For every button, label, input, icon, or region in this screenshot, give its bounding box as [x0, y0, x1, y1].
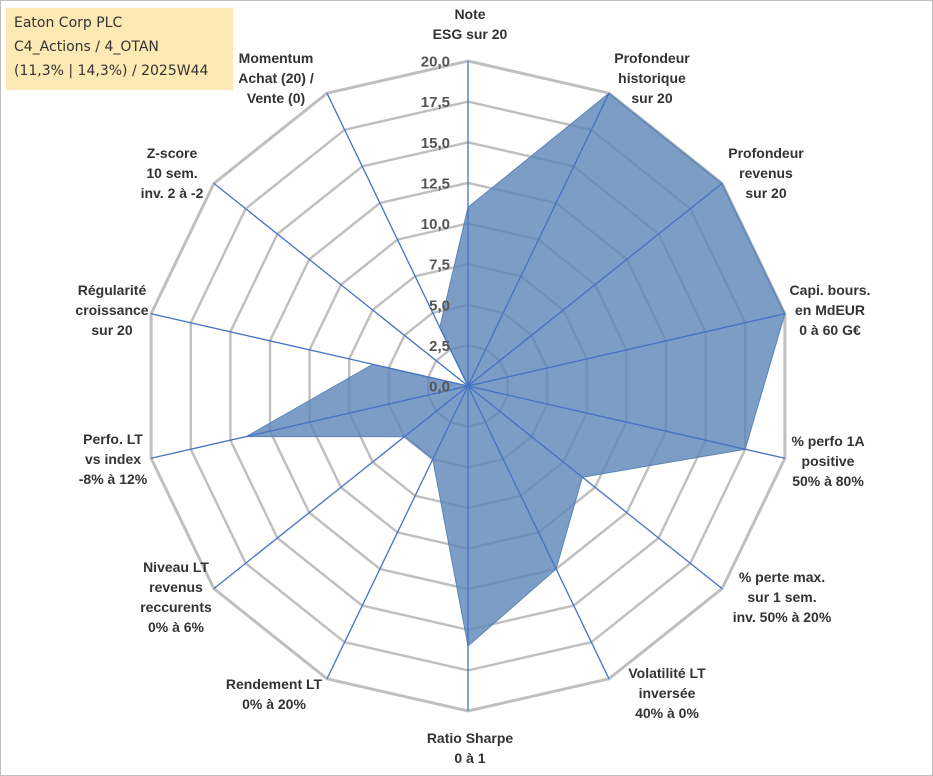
axis-label: Profondeur revenus sur 20: [728, 145, 804, 201]
info-stats: (11,3% | 14,3%) / 2025W44: [14, 63, 209, 79]
axis-spoke: [150, 313, 469, 387]
axis-label: Rendement LT 0% à 20%: [226, 676, 323, 712]
tick-label: 7,5: [429, 257, 450, 274]
tick-layer: 0,0 2,5 5,0 7,5 10,0 12,5 15,0 17,5 20,0: [421, 54, 450, 396]
axis-spoke: [213, 182, 469, 387]
label-layer: Note ESG sur 20 Profondeur historique sur 20…: [75, 6, 870, 766]
axis-spoke: [467, 385, 723, 590]
axis-label: % perfo 1A positive 50% à 80%: [791, 433, 864, 489]
axis-label: Z-score 10 sem. inv. 2 à -2: [141, 145, 204, 201]
axis-spoke: [467, 313, 786, 387]
axis-label: Régularité croissance sur 20: [75, 282, 148, 338]
series-area: [244, 92, 786, 647]
tick-label: 2,5: [429, 338, 450, 355]
axis-label: Note ESG sur 20: [433, 6, 508, 42]
axis-spoke: [467, 385, 610, 680]
axis-label: Momentum Achat (20) / Vente (0): [238, 50, 314, 106]
tick-label: 15,0: [421, 135, 450, 152]
info-box: Eaton Corp PLC C4_Actions / 4_OTAN (11,3…: [6, 8, 233, 90]
tick-label: 5,0: [429, 297, 450, 314]
axis-spoke: [150, 385, 469, 459]
axis-label: % perte max. sur 1 sem. inv. 50% à 20%: [733, 569, 832, 625]
axis-spoke: [326, 92, 469, 387]
tick-label: 0,0: [429, 379, 450, 396]
axis-label: Profondeur historique sur 20: [614, 50, 690, 106]
tick-label: 17,5: [421, 94, 450, 111]
series-layer: [244, 92, 786, 647]
axis-label: Volatilité LT inversée 40% à 0%: [628, 665, 706, 721]
spoke-layer: [150, 61, 786, 711]
info-category: C4_Actions / 4_OTAN: [14, 39, 159, 55]
tick-label: 12,5: [421, 175, 450, 192]
axis-label: Capi. bours. en MdEUR 0 à 60 G€: [790, 282, 871, 338]
axis-label: Niveau LT revenus reccurents 0% à 6%: [140, 559, 212, 635]
axis-spoke: [467, 92, 610, 387]
axis-label: Perfo. LT vs index -8% à 12%: [79, 431, 148, 487]
info-company: Eaton Corp PLC: [14, 15, 123, 31]
tick-label: 20,0: [421, 54, 450, 71]
tick-label: 10,0: [421, 216, 450, 233]
axis-spoke: [213, 385, 469, 590]
axis-spoke: [467, 182, 723, 387]
axis-label: Ratio Sharpe 0 à 1: [427, 730, 514, 766]
axis-spoke: [326, 385, 469, 680]
axis-spoke: [467, 385, 786, 459]
